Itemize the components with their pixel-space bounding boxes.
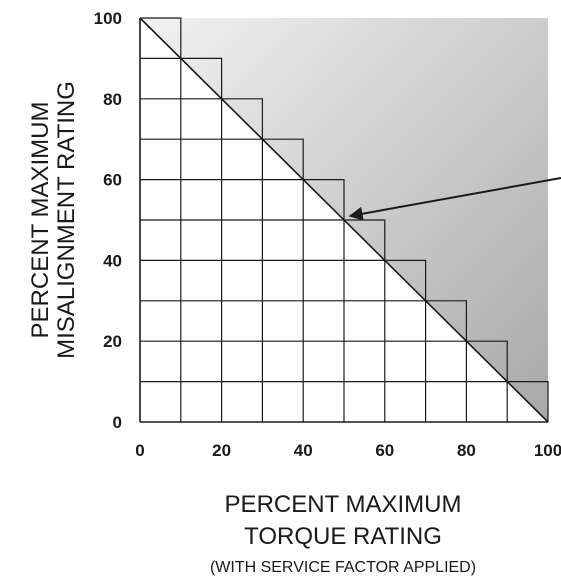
pointer-arrow <box>348 177 561 221</box>
x-tick-label: 60 <box>375 441 394 460</box>
plot-frame <box>139 18 548 423</box>
y-tick-label: 80 <box>103 90 122 109</box>
x-axis-title-line-1: PERCENT MAXIMUM <box>225 491 462 518</box>
x-tick-label: 40 <box>294 441 313 460</box>
y-tick-label: 60 <box>103 171 122 190</box>
limit-line-layer <box>139 17 549 423</box>
y-axis-title-line-1: PERCENT MAXIMUM <box>27 102 54 339</box>
x-axis-note: (WITH SERVICE FACTOR APPLIED) <box>210 559 476 576</box>
y-tick-label: 20 <box>103 332 122 351</box>
limit-line <box>139 17 549 423</box>
x-tick-label: 80 <box>457 441 476 460</box>
x-tick-label: 100 <box>534 441 561 460</box>
arrow-layer <box>348 177 561 221</box>
x-tick-labels: 0 20 40 60 80 100 <box>135 441 561 460</box>
grid <box>140 17 549 422</box>
x-tick-label: 0 <box>135 441 144 460</box>
x-tick-label: 20 <box>212 441 231 460</box>
y-tick-labels: 0 20 40 60 80 100 <box>94 9 122 432</box>
x-axis-title-line-2: TORQUE RATING <box>244 523 442 550</box>
y-tick-label: 100 <box>94 9 122 28</box>
y-tick-label: 0 <box>113 413 122 432</box>
y-tick-label: 40 <box>103 251 122 270</box>
y-axis-title-line-2: MISALIGNMENT RATING <box>53 81 80 359</box>
